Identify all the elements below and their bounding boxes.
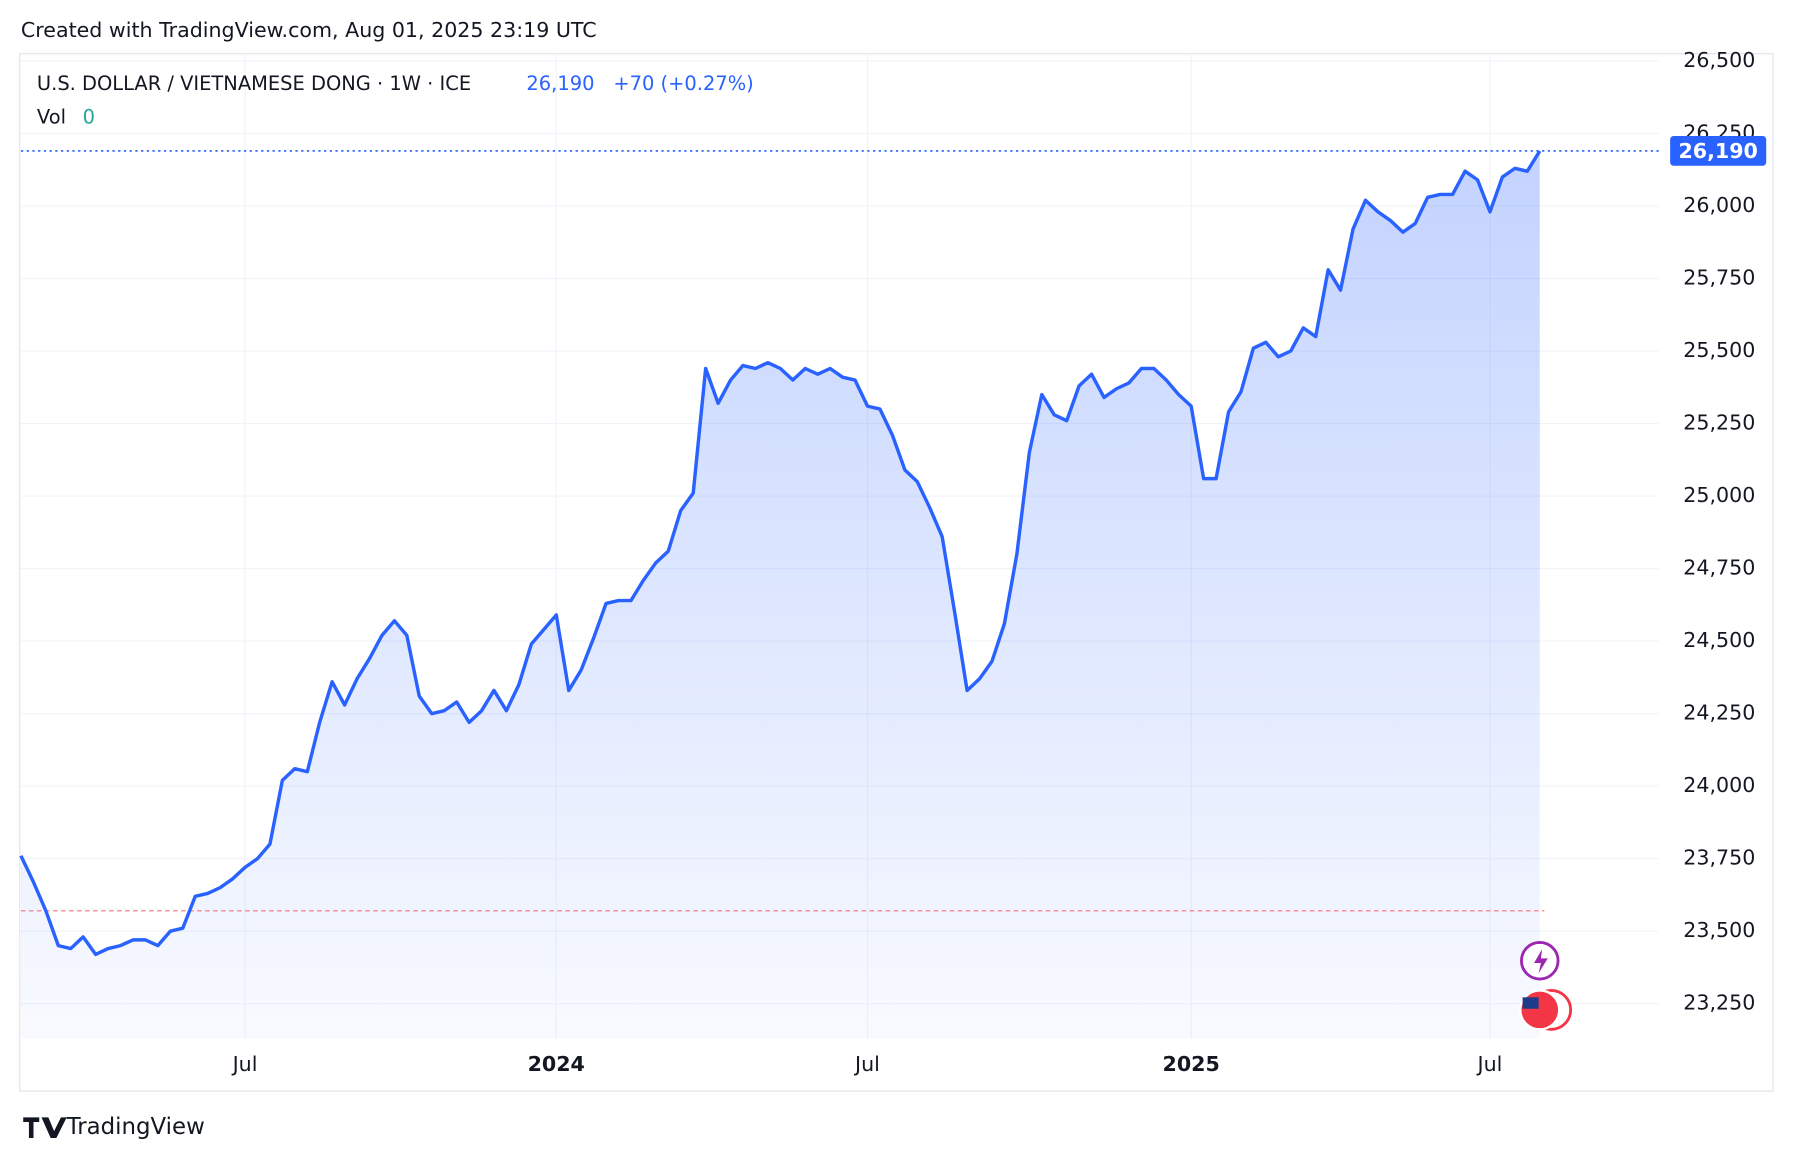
x-tick-label: 2024 (528, 1052, 585, 1076)
x-tick-label: 2025 (1163, 1052, 1220, 1076)
volume-label: Vol (37, 105, 66, 128)
price-line (19, 150, 1542, 957)
flag-icon[interactable] (1519, 989, 1561, 1031)
created-note: Created with TradingView.com, Aug 01, 20… (21, 18, 597, 42)
last-price: 26,190 (526, 72, 594, 95)
price-tag (1670, 136, 1767, 166)
lightning-icon (1534, 949, 1548, 974)
chart-frame (19, 53, 1774, 1092)
area-fill (20, 150, 1540, 1039)
y-tick-label: 24,500 (1683, 628, 1755, 652)
y-tick-label: 26,000 (1683, 193, 1755, 217)
logo (23, 1117, 67, 1138)
y-tick-label: 26,500 (1683, 48, 1755, 72)
symbol: U.S. DOLLAR / VIETNAMESE DONG · 1W · ICE (37, 72, 471, 95)
y-tick-label: 25,000 (1683, 483, 1755, 507)
y-tick-label: 25,500 (1683, 338, 1755, 362)
plot-area: 23,250 23,500 23,750 24,000 24,250 24,500 24,7… (19, 48, 1767, 1076)
price-tag-label: 26,190 (1678, 139, 1757, 163)
x-tick-label: Jul (231, 1052, 258, 1076)
price-change: +70 (+0.27%) (613, 72, 753, 95)
volume-value: 0 (83, 105, 95, 128)
x-tick-label: Jul (853, 1052, 880, 1076)
y-tick-label: 24,250 (1683, 701, 1755, 725)
flag-canton (1522, 997, 1539, 1009)
brand: TradingView (66, 1114, 205, 1140)
y-tick-label: 23,750 (1683, 846, 1755, 870)
x-tick-label: Jul (1476, 1052, 1503, 1076)
y-tick-label: 23,500 (1683, 918, 1755, 942)
y-tick-label: 23,250 (1683, 991, 1755, 1015)
y-tick-label: 25,750 (1683, 266, 1755, 290)
y-tick-label: 25,250 (1683, 411, 1755, 435)
y-tick-label: 24,000 (1683, 773, 1755, 797)
y-tick-label: 24,750 (1683, 556, 1755, 580)
